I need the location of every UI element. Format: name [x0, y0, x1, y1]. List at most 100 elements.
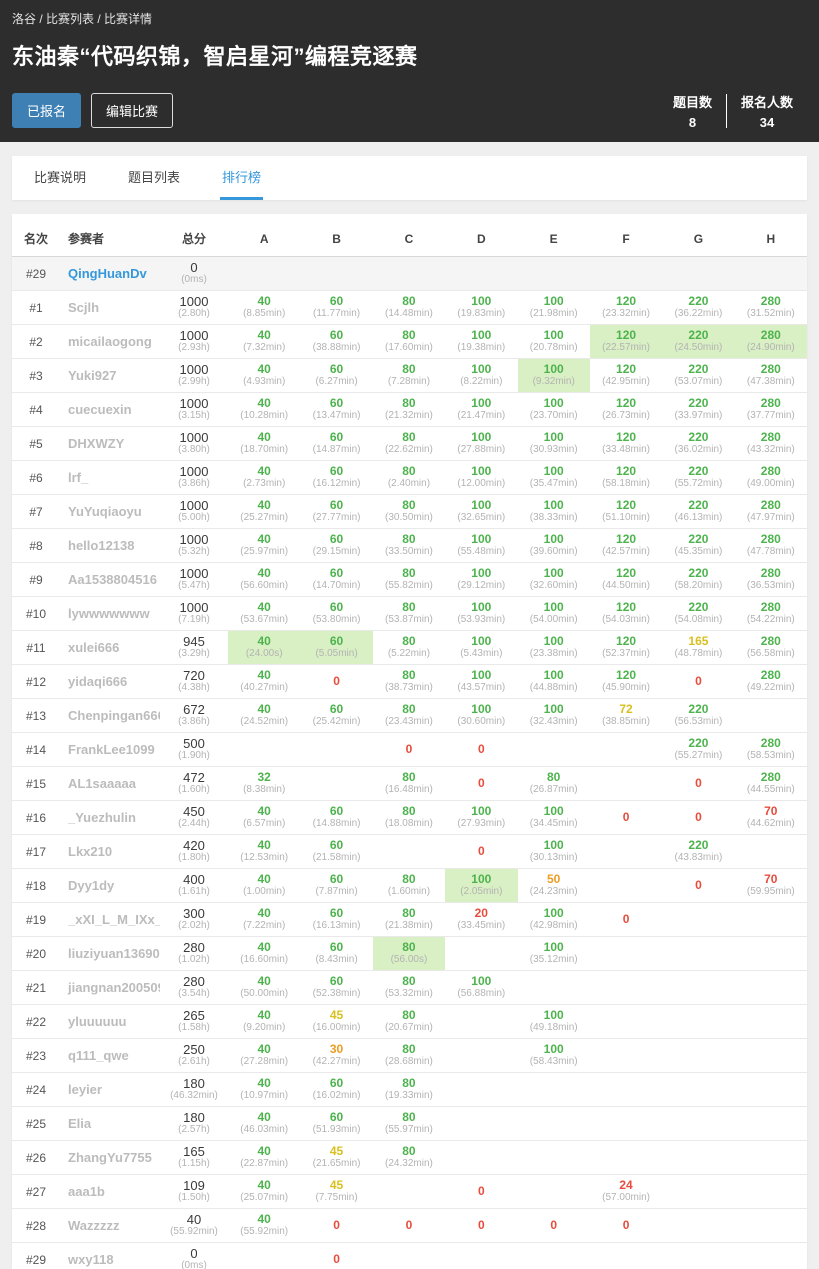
participant-name-link[interactable]: wxy118: [60, 1242, 160, 1269]
problem-score-cell[interactable]: 280 (24.90min): [734, 324, 807, 359]
participant-name-link[interactable]: DHXWZY: [60, 426, 160, 461]
problem-score-cell[interactable]: 100 (23.70min): [517, 392, 590, 427]
problem-score-cell[interactable]: 280 (31.52min): [734, 290, 807, 325]
problem-score-cell[interactable]: 280 (36.53min): [734, 562, 807, 597]
problem-score-cell[interactable]: 280 (54.22min): [734, 596, 807, 631]
problem-score-cell[interactable]: 80 (53.32min): [372, 970, 446, 1005]
problem-score-cell[interactable]: 100 (30.60min): [445, 698, 518, 733]
problem-score-cell[interactable]: 45 (16.00min): [300, 1004, 373, 1039]
problem-score-cell[interactable]: 220 (46.13min): [662, 494, 735, 529]
participant-name-link[interactable]: YuYuqiaoyu: [60, 494, 160, 529]
problem-score-cell[interactable]: 72 (38.85min): [589, 698, 663, 733]
problem-score-cell[interactable]: 100 (32.43min): [517, 698, 590, 733]
problem-score-cell[interactable]: 40 (16.60min): [228, 936, 301, 971]
problem-score-cell[interactable]: 100 (19.83min): [445, 290, 518, 325]
problem-score-cell[interactable]: 70 (44.62min): [734, 800, 807, 835]
problem-score-cell[interactable]: 60 (14.70min): [300, 562, 373, 597]
problem-score-cell[interactable]: 50 (24.23min): [517, 868, 590, 903]
participant-name-link[interactable]: lywwwwwww: [60, 596, 160, 631]
problem-score-cell[interactable]: 80 (21.38min): [372, 902, 446, 937]
problem-score-cell[interactable]: 80 (19.33min): [372, 1072, 446, 1107]
problem-score-cell[interactable]: 40 (53.67min): [228, 596, 301, 631]
problem-score-cell[interactable]: 60 (11.77min): [300, 290, 373, 325]
problem-score-cell[interactable]: 0: [445, 766, 518, 801]
problem-score-cell[interactable]: 40 (12.53min): [228, 834, 301, 869]
participant-name-link[interactable]: yluuuuuu: [60, 1004, 160, 1039]
problem-score-cell[interactable]: 0: [589, 902, 663, 937]
participant-name-link[interactable]: _Yuezhulin: [60, 800, 160, 835]
problem-score-cell[interactable]: 40 (9.20min): [228, 1004, 301, 1039]
problem-score-cell[interactable]: 60 (25.42min): [300, 698, 373, 733]
problem-score-cell[interactable]: 80 (21.32min): [372, 392, 446, 427]
problem-score-cell[interactable]: 45 (21.65min): [300, 1140, 373, 1175]
problem-score-cell[interactable]: 220 (24.50min): [662, 324, 735, 359]
problem-score-cell[interactable]: 0: [445, 1208, 518, 1243]
problem-score-cell[interactable]: 120 (22.57min): [589, 324, 663, 359]
problem-score-cell[interactable]: 100 (42.98min): [517, 902, 590, 937]
problem-score-cell[interactable]: 40 (56.60min): [228, 562, 301, 597]
problem-score-cell[interactable]: 280 (44.55min): [734, 766, 807, 801]
problem-score-cell[interactable]: 60 (16.12min): [300, 460, 373, 495]
problem-score-cell[interactable]: 280 (49.22min): [734, 664, 807, 699]
participant-name-link[interactable]: ZhangYu7755: [60, 1140, 160, 1175]
participant-name-link[interactable]: Aa1538804516: [60, 562, 160, 597]
problem-score-cell[interactable]: 120 (51.10min): [589, 494, 663, 529]
participant-name-link[interactable]: yidaqi666: [60, 664, 160, 699]
problem-score-cell[interactable]: 40 (50.00min): [228, 970, 301, 1005]
problem-score-cell[interactable]: 80 (53.87min): [372, 596, 446, 631]
problem-score-cell[interactable]: 80 (14.48min): [372, 290, 446, 325]
problem-score-cell[interactable]: 220 (36.22min): [662, 290, 735, 325]
problem-score-cell[interactable]: 40 (24.00s): [228, 630, 301, 665]
problem-score-cell[interactable]: 0: [517, 1208, 590, 1243]
problem-score-cell[interactable]: 120 (42.95min): [589, 358, 663, 393]
participant-name-link[interactable]: QingHuanDv: [60, 256, 160, 291]
problem-score-cell[interactable]: 80 (30.50min): [372, 494, 446, 529]
problem-score-cell[interactable]: 40 (24.52min): [228, 698, 301, 733]
problem-score-cell[interactable]: 0: [589, 800, 663, 835]
problem-score-cell[interactable]: 220 (55.27min): [662, 732, 735, 767]
problem-score-cell[interactable]: 120 (33.48min): [589, 426, 663, 461]
problem-score-cell[interactable]: 40 (46.03min): [228, 1106, 301, 1141]
participant-name-link[interactable]: FrankLee1099: [60, 732, 160, 767]
problem-score-cell[interactable]: 100 (21.98min): [517, 290, 590, 325]
problem-score-cell[interactable]: 40 (25.27min): [228, 494, 301, 529]
problem-score-cell[interactable]: 220 (55.72min): [662, 460, 735, 495]
participant-name-link[interactable]: _xXI_L_M_IXx_: [60, 902, 160, 937]
problem-score-cell[interactable]: 80 (5.22min): [372, 630, 446, 665]
problem-score-cell[interactable]: 120 (42.57min): [589, 528, 663, 563]
problem-score-cell[interactable]: 40 (2.73min): [228, 460, 301, 495]
problem-score-cell[interactable]: 0: [662, 800, 735, 835]
problem-score-cell[interactable]: 120 (58.18min): [589, 460, 663, 495]
problem-score-cell[interactable]: 120 (44.50min): [589, 562, 663, 597]
participant-name-link[interactable]: AL1saaaaa: [60, 766, 160, 801]
problem-score-cell[interactable]: 60 (16.13min): [300, 902, 373, 937]
problem-score-cell[interactable]: 100 (8.22min): [445, 358, 518, 393]
problem-score-cell[interactable]: 0: [372, 732, 446, 767]
tab-problem-list[interactable]: 题目列表: [128, 170, 181, 185]
problem-score-cell[interactable]: 280 (43.32min): [734, 426, 807, 461]
problem-score-cell[interactable]: 60 (53.80min): [300, 596, 373, 631]
participant-name-link[interactable]: q111_qwe: [60, 1038, 160, 1073]
problem-score-cell[interactable]: 0: [662, 766, 735, 801]
problem-score-cell[interactable]: 100 (39.60min): [517, 528, 590, 563]
participant-name-link[interactable]: Elia: [60, 1106, 160, 1141]
problem-score-cell[interactable]: 100 (30.13min): [517, 834, 590, 869]
problem-score-cell[interactable]: 60 (5.05min): [300, 630, 373, 665]
problem-score-cell[interactable]: 80 (56.00s): [372, 936, 446, 971]
problem-score-cell[interactable]: 40 (55.92min): [228, 1208, 301, 1243]
problem-score-cell[interactable]: 0: [589, 1208, 663, 1243]
problem-score-cell[interactable]: 280 (56.58min): [734, 630, 807, 665]
problem-score-cell[interactable]: 80 (7.28min): [372, 358, 446, 393]
problem-score-cell[interactable]: 80 (22.62min): [372, 426, 446, 461]
problem-score-cell[interactable]: 40 (27.28min): [228, 1038, 301, 1073]
problem-score-cell[interactable]: 120 (52.37min): [589, 630, 663, 665]
problem-score-cell[interactable]: 60 (52.38min): [300, 970, 373, 1005]
problem-score-cell[interactable]: 100 (32.60min): [517, 562, 590, 597]
problem-score-cell[interactable]: 0: [372, 1208, 446, 1243]
problem-score-cell[interactable]: 0: [662, 664, 735, 699]
participant-name-link[interactable]: hello12138: [60, 528, 160, 563]
problem-score-cell[interactable]: 100 (30.93min): [517, 426, 590, 461]
problem-score-cell[interactable]: 220 (45.35min): [662, 528, 735, 563]
problem-score-cell[interactable]: 20 (33.45min): [445, 902, 518, 937]
problem-score-cell[interactable]: 100 (43.57min): [445, 664, 518, 699]
